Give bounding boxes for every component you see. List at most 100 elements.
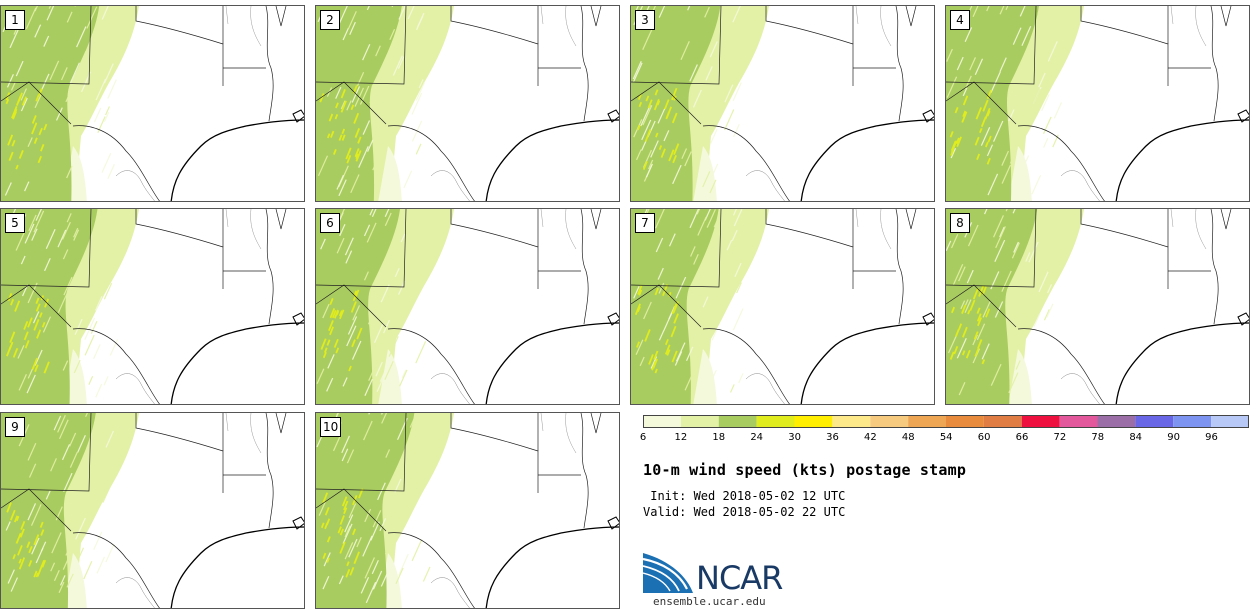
colorbar-segment [1173,415,1212,428]
colorbar-tick-label: 78 [1091,432,1105,443]
wind-speed-colorbar [643,415,1249,428]
state-border [225,413,262,454]
ensemble-member-panel: 9 [0,412,305,609]
country-border [430,373,470,404]
colorbar-segment [870,415,909,428]
state-border [275,413,287,434]
wind-field-moderate [1,413,96,608]
ensemble-member-panel: 2 [315,5,620,202]
state-border [316,209,407,288]
state-border [631,6,722,85]
state-border [590,413,602,434]
coastline-delta [292,109,304,123]
colorbar-segment [680,415,719,428]
country-border [115,170,155,201]
state-border [265,413,274,529]
state-border [1,209,92,288]
state-border [702,328,790,404]
member-number-label: 9 [5,417,25,437]
coastline-delta [1237,312,1249,326]
state-border [450,413,539,493]
state-border [765,209,854,289]
colorbar-segment [1097,415,1136,428]
state-border [316,284,387,328]
coastline [1115,322,1249,404]
colorbar-segment [832,415,871,428]
colorbar-segment [946,415,984,428]
wind-field-faint [378,146,402,201]
wind-field-moderate [316,6,402,201]
state-border [1,488,72,532]
wind-map [316,6,619,201]
state-border [895,6,904,122]
member-number-label: 5 [5,213,25,233]
coastline-delta [292,312,304,326]
member-number-label: 10 [320,417,342,437]
state-border [1017,328,1105,404]
wind-field-faint [63,553,87,608]
state-border [316,81,387,125]
state-border [1,284,72,328]
wind-map [631,209,934,404]
map-title: 10-m wind speed (kts) postage stamp [643,461,967,479]
state-border [590,209,602,230]
country-border [430,577,470,608]
country-border [1060,373,1100,404]
state-border [135,413,224,493]
state-border [895,209,904,325]
init-time: Init: Wed 2018-05-02 12 UTC [643,489,846,503]
state-border [1,6,92,85]
member-number-label: 2 [320,10,340,30]
wind-field-faint [1008,349,1032,404]
colorbar-tick-labels: 6 12 18 24 30 36 42 48 54 60 66 72 78 84 90 96 [639,432,1249,446]
wind-field-faint [693,349,717,404]
logo-wordmark: NCAR [696,559,783,597]
state-border [1017,125,1105,201]
state-border [946,6,1037,85]
colorbar-tick-label: 6 [639,432,647,443]
state-border [631,81,702,125]
colorbar-segment [794,415,833,428]
colorbar-tick-label: 30 [788,432,801,443]
wind-field-moderate [1,209,98,404]
state-border [1080,209,1169,289]
wind-map [1,413,304,608]
colorbar-tick-label: 36 [826,432,839,443]
state-border [450,209,539,289]
country-border [745,373,785,404]
state-border [946,81,1017,125]
coastline-delta [607,109,619,123]
colorbar-tick-label: 60 [977,432,991,443]
ensemble-member-panel: 5 [0,208,305,405]
coastline [485,322,619,404]
state-border [265,6,274,122]
country-border [1060,170,1100,201]
wind-map [316,209,619,404]
state-border [316,6,407,85]
state-border [135,209,224,289]
colorbar-segment [1135,415,1174,428]
state-border [1170,6,1207,47]
state-border [225,209,262,250]
ensemble-member-panel: 3 [630,5,935,202]
state-border [387,532,475,608]
colorbar-segment [983,415,1022,428]
colorbar-tick-label: 90 [1167,432,1180,443]
state-border [540,6,577,47]
coastline [485,119,619,201]
coastline [1115,119,1249,201]
member-number-label: 8 [950,213,970,233]
state-border [855,209,892,250]
state-border [316,413,407,492]
wind-map [946,6,1249,201]
colorbar-tick-label: 54 [939,432,953,443]
state-border [580,209,589,325]
ensemble-member-panel: 6 [315,208,620,405]
coastline [170,526,304,608]
wind-map [1,209,304,404]
country-border [115,373,155,404]
coastline-delta [607,312,619,326]
state-border [1080,6,1169,86]
state-border [450,6,539,86]
wind-map [1,6,304,201]
